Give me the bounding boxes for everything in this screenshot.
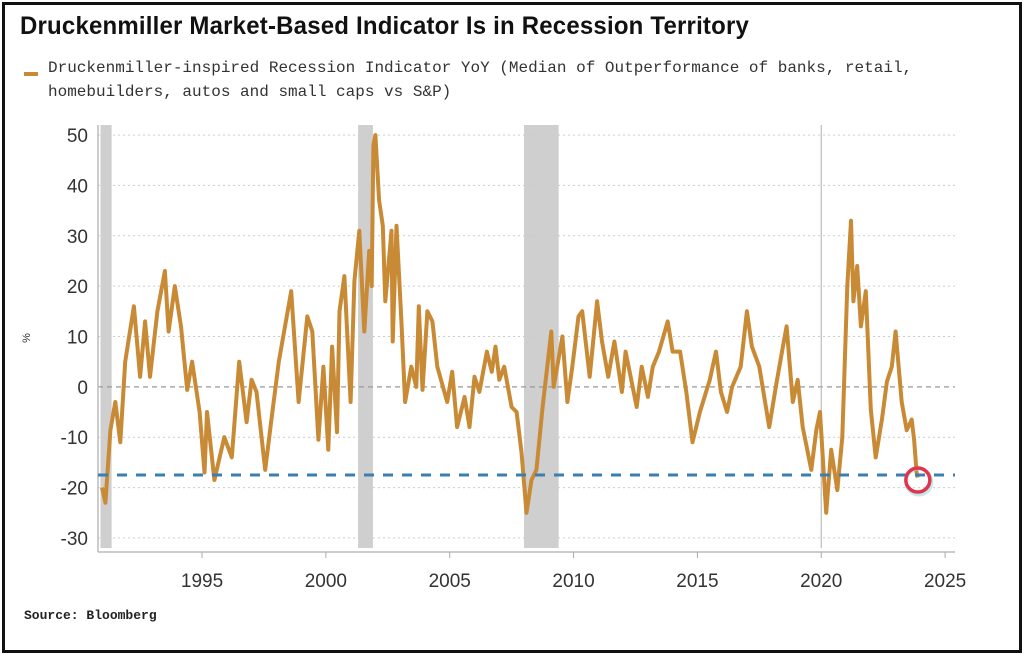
highlight-circle: [904, 466, 932, 494]
y-tick-label: -30: [61, 529, 88, 550]
legend-swatch: [24, 72, 38, 76]
x-tick-label: 2020: [800, 571, 842, 592]
x-tick-label: 2025: [924, 571, 966, 592]
y-tick-label: 10: [67, 328, 88, 349]
x-tick-label: 1995: [181, 571, 223, 592]
legend-label: Druckenmiller-inspired Recession Indicat…: [48, 59, 913, 101]
y-tick-label: -20: [61, 479, 88, 500]
y-axis-label: %: [21, 333, 33, 343]
x-tick-label: 2000: [305, 571, 347, 592]
recession-band: [358, 125, 373, 548]
source-note: Source: Bloomberg: [24, 608, 157, 623]
y-tick-label: 20: [67, 277, 88, 298]
y-tick-label: 30: [67, 227, 88, 248]
x-tick-label: 2005: [429, 571, 471, 592]
series-line: [100, 133, 920, 515]
y-tick-label: 0: [77, 378, 88, 399]
y-tick-label: 40: [67, 176, 88, 197]
x-tick-label: 2015: [676, 571, 718, 592]
series-layer: [100, 133, 920, 515]
annotations: [98, 466, 955, 497]
y-tick-label: 50: [67, 126, 88, 147]
x-tick-label: 2010: [552, 571, 594, 592]
recession-band: [100, 125, 112, 548]
y-tick-label: -10: [61, 428, 88, 449]
gridlines: [98, 125, 955, 548]
chart-title: Druckenmiller Market-Based Indicator Is …: [20, 12, 750, 40]
